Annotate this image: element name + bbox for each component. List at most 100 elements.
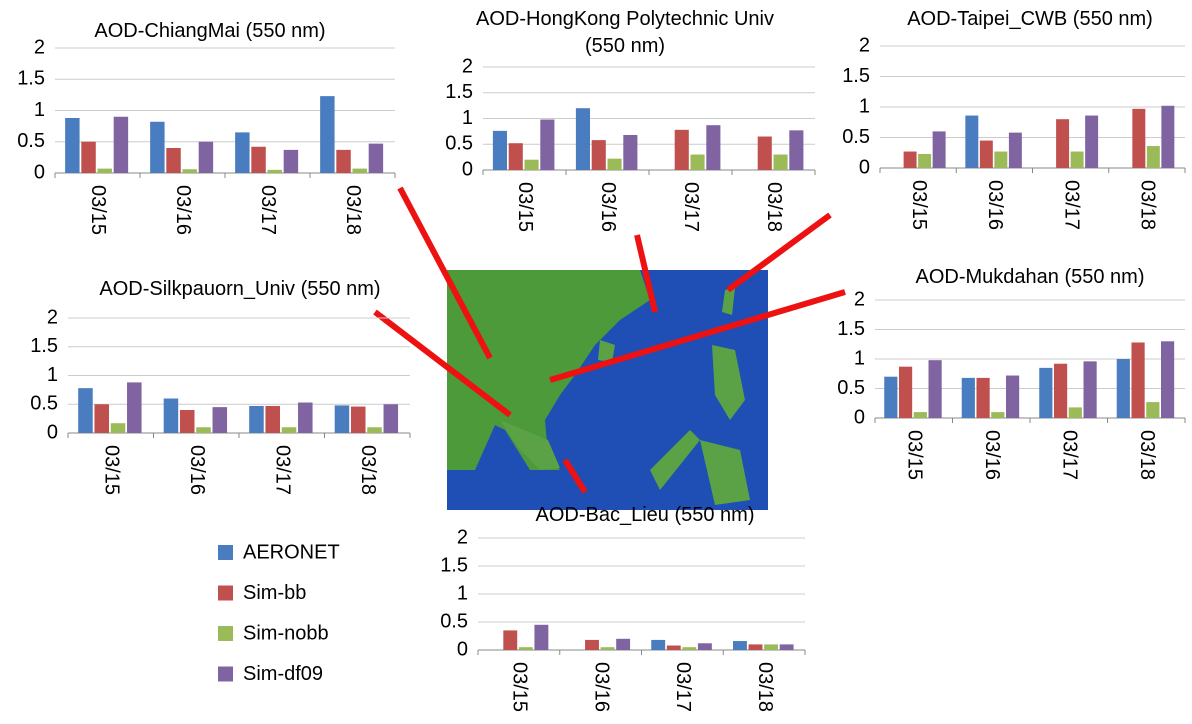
y-tick-label: 1.5 xyxy=(842,65,870,87)
y-tick-label: 1 xyxy=(462,107,473,129)
bar xyxy=(335,405,350,433)
bar xyxy=(1009,133,1022,168)
bar xyxy=(592,140,606,170)
y-tick-label: 0 xyxy=(34,161,45,183)
x-tick-label: 03/18 xyxy=(357,445,379,495)
x-tick-label: 03/16 xyxy=(590,662,612,712)
y-tick-label: 0.5 xyxy=(17,130,45,152)
bar xyxy=(1161,341,1174,418)
legend-label: AERONET xyxy=(243,541,340,563)
bar xyxy=(991,412,1004,418)
bar xyxy=(367,427,382,433)
bar xyxy=(519,647,533,650)
x-tick-label: 03/17 xyxy=(672,662,694,712)
bar xyxy=(180,410,195,433)
bar xyxy=(150,122,164,173)
bar xyxy=(994,152,1007,168)
x-tick-label: 03/17 xyxy=(271,445,293,495)
bar xyxy=(213,407,228,433)
bar xyxy=(933,131,946,168)
bar xyxy=(1132,109,1145,168)
bar xyxy=(1056,119,1069,168)
bar xyxy=(976,378,989,418)
x-tick-label: 03/16 xyxy=(172,185,194,235)
x-tick-label: 03/17 xyxy=(680,182,702,232)
bar xyxy=(114,117,128,173)
bar xyxy=(706,125,720,170)
bar xyxy=(353,169,367,173)
y-tick-label: 0 xyxy=(457,638,468,660)
bar xyxy=(899,367,912,418)
bar xyxy=(914,412,927,418)
bar xyxy=(127,382,142,433)
bar xyxy=(682,647,696,650)
chart-title: AOD-Taipei_CWB (550 nm) xyxy=(865,6,1192,33)
bar xyxy=(369,144,383,173)
y-tick-label: 0.5 xyxy=(837,377,865,399)
y-tick-label: 1 xyxy=(457,582,468,604)
bar xyxy=(111,423,126,433)
x-tick-label: 03/16 xyxy=(186,445,208,495)
bar xyxy=(698,643,712,650)
bar xyxy=(65,118,79,173)
y-tick-label: 2 xyxy=(859,34,870,56)
bar xyxy=(667,646,681,650)
y-tick-label: 1 xyxy=(47,364,58,386)
chart-title: AOD-ChiangMai (550 nm) xyxy=(40,18,380,45)
bar xyxy=(1147,146,1160,168)
y-tick-label: 1 xyxy=(859,95,870,117)
bar xyxy=(962,378,975,418)
bar xyxy=(384,404,399,433)
bar xyxy=(789,130,803,170)
bar xyxy=(1161,106,1174,168)
bar xyxy=(298,403,313,433)
y-tick-label: 2 xyxy=(854,288,865,310)
x-tick-label: 03/18 xyxy=(342,185,364,235)
bar xyxy=(884,377,897,418)
y-tick-label: 0.5 xyxy=(440,610,468,632)
x-tick-label: 03/15 xyxy=(908,180,930,230)
bar xyxy=(509,143,523,170)
x-tick-label: 03/16 xyxy=(984,180,1006,230)
bar xyxy=(249,406,264,433)
bar xyxy=(1069,407,1082,418)
bar xyxy=(235,132,249,173)
bar xyxy=(320,96,334,173)
x-tick-label: 03/15 xyxy=(903,430,925,480)
x-tick-label: 03/16 xyxy=(981,430,1003,480)
legend-swatch xyxy=(218,626,233,641)
bar xyxy=(691,155,705,170)
y-tick-label: 0.5 xyxy=(842,126,870,148)
x-tick-label: 03/16 xyxy=(597,182,619,232)
bar xyxy=(585,640,599,650)
y-tick-label: 0.5 xyxy=(30,393,58,415)
legend-label: Sim-df09 xyxy=(243,663,323,685)
bar xyxy=(166,148,180,173)
bar xyxy=(98,169,112,173)
bar xyxy=(675,130,689,170)
legend-swatch xyxy=(218,545,233,560)
bar xyxy=(534,625,548,650)
bar xyxy=(623,135,637,170)
bar xyxy=(749,644,763,650)
y-tick-label: 1 xyxy=(854,347,865,369)
bar xyxy=(1054,364,1067,418)
y-tick-label: 2 xyxy=(462,55,473,77)
bar xyxy=(1131,342,1144,418)
x-tick-label: 03/15 xyxy=(87,185,109,235)
bar xyxy=(493,131,507,170)
x-tick-label: 03/15 xyxy=(514,182,536,232)
bar xyxy=(336,150,350,173)
legend-label: Sim-bb xyxy=(243,582,306,604)
bar xyxy=(929,360,942,418)
y-tick-label: 1 xyxy=(34,99,45,121)
bar xyxy=(94,404,109,433)
y-tick-label: 1.5 xyxy=(837,318,865,340)
bar xyxy=(1071,152,1084,168)
y-tick-label: 1.5 xyxy=(445,81,473,103)
bar xyxy=(774,155,788,170)
chart-title: AOD-Bac_Lieu (550 nm) xyxy=(480,502,810,529)
bar xyxy=(81,142,95,173)
y-tick-label: 2 xyxy=(457,526,468,548)
bar xyxy=(282,427,297,433)
